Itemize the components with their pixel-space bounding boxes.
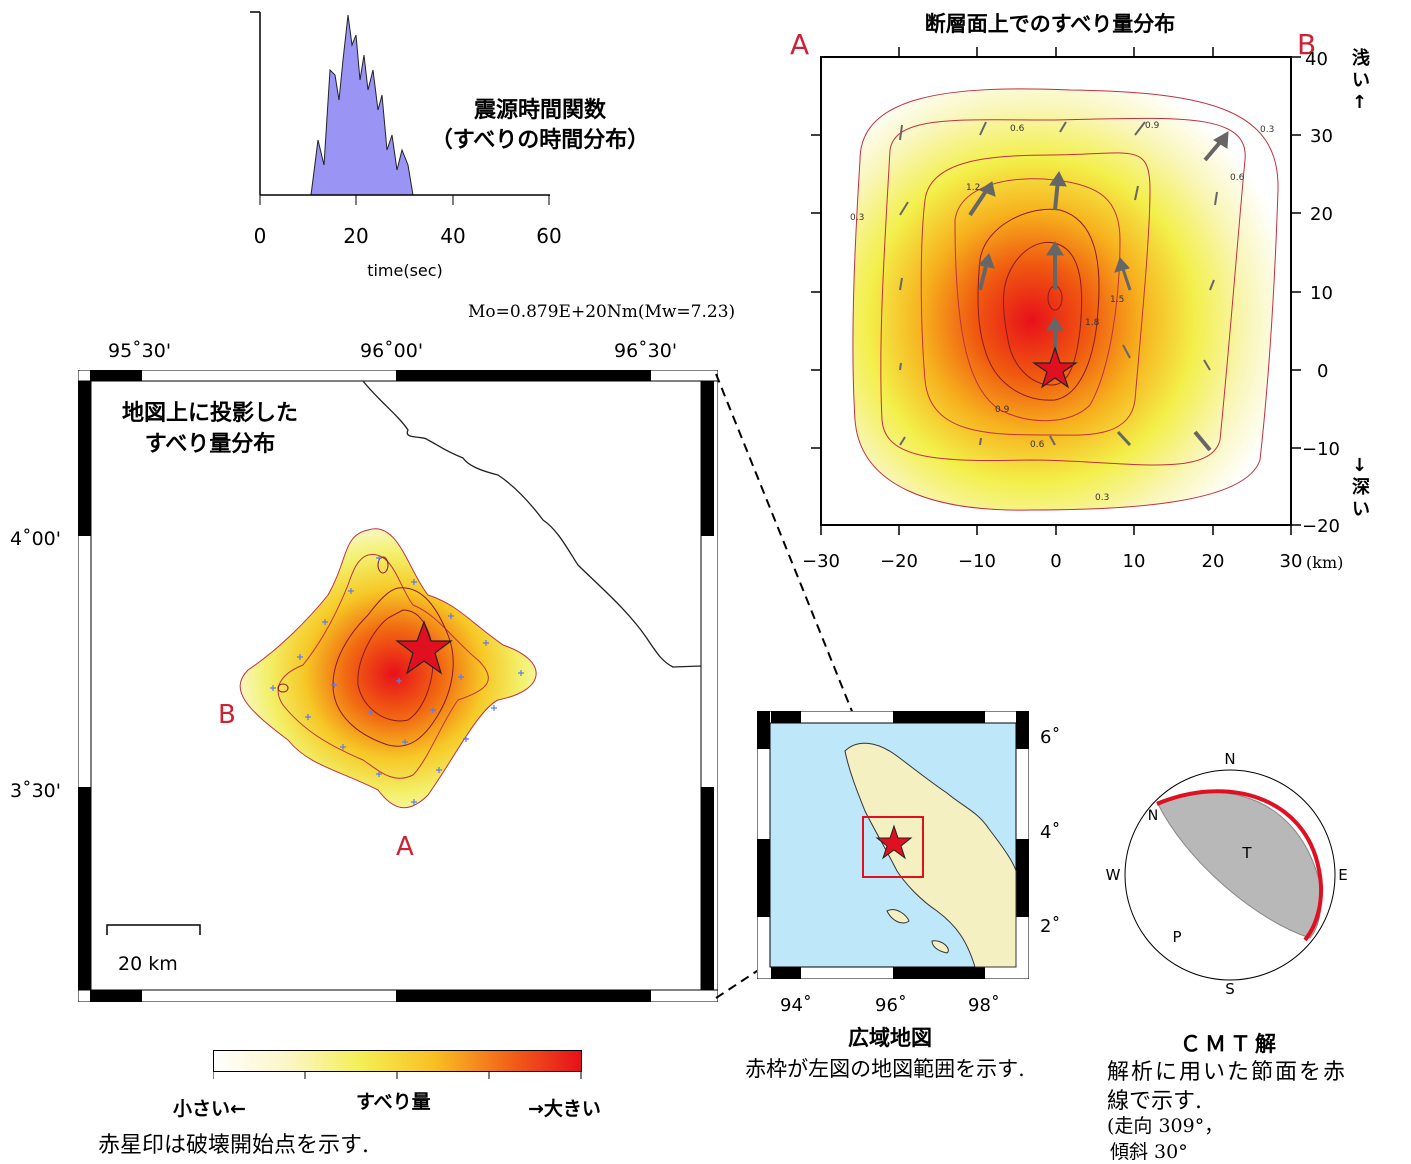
regional-caption: 赤枠が左図の地図範囲を示す. [745,1057,1025,1081]
fault-title: 断層面上でのすべり量分布 [924,12,1176,36]
moment-magnitude: Mo=0.879E+20Nm(Mw=7.23) [468,302,736,322]
fault-ytick: −10 [1302,439,1340,460]
coastline [362,380,702,668]
fault-label-b: B [1297,28,1317,61]
shallow-label: 浅い↑ [1352,48,1370,113]
sumatra-landmass [844,742,1017,968]
cmt-caption-1: 解析に用いた節面を赤 [1107,1060,1348,1085]
regional-map [757,711,1029,979]
map-extent-box [862,816,924,878]
fault-ytick: 30 [1310,126,1333,147]
scale-label: 20 km [118,953,178,975]
contour-label: 0.6 [1030,440,1045,450]
map-title: 地図上に投影した [121,401,298,426]
contour-label: 1.8 [1085,318,1100,328]
fault-ytick: −20 [1302,516,1340,537]
regional-lon-tick: 94˚ [780,995,812,1016]
cmt-t-axis: T [1241,844,1252,862]
stf-xlabel: time(sec) [367,261,443,280]
stf-xtick: 60 [536,224,561,248]
fault-ytick: 40 [1305,49,1328,70]
fault-xtick: 20 [1202,551,1225,572]
cmt-n-pole: N [1148,808,1158,824]
colorbar-large: →大きい [528,1098,601,1120]
stf-xtick: 40 [440,224,465,248]
contour-label: 0.6 [1010,124,1025,134]
map-lon-tick: 96˚30' [614,340,678,362]
slip-vectors [899,121,1229,452]
stf-fill [310,14,414,196]
fault-ytick: 0 [1317,361,1328,382]
fault-xtick: 30 [1280,551,1303,572]
nodal-plane-red [1156,789,1324,942]
cmt-caption-3: (走向 309°， [1107,1115,1224,1137]
fault-plot: 0.6 0.9 1.2 1.5 1.8 0.9 0.6 0.3 0.3 0.6 … [802,47,1340,572]
map-lat-tick: 3˚30' [10,780,61,802]
cmt-north: N [1224,750,1235,768]
cmt-title: ＣＭＴ解 [1180,1032,1280,1056]
cmt-caption-2: 線で示す. [1107,1089,1202,1114]
map-lon-tick: 96˚00' [360,340,424,362]
stf-title: 震源時間関数 [473,98,606,123]
stf-subtitle: （すべりの時間分布） [430,128,650,153]
fault-xtick: −10 [958,551,996,572]
contour-label: 0.6 [1230,173,1245,183]
colorbar-small: 小さい← [173,1098,246,1120]
stf-xtick: 20 [343,224,368,248]
contour-label: 0.3 [1260,125,1274,135]
slip-colorbar [213,1050,582,1072]
contour-label: 0.9 [995,405,1010,415]
cmt-caption-4: 傾斜 30° [1110,1141,1188,1163]
fault-xtick: −30 [802,551,840,572]
regional-lon-tick: 98˚ [968,995,1000,1016]
fault-xtick: −20 [880,551,918,572]
stf-plot: 0 20 40 60 time(sec) [250,11,562,280]
fault-ytick: 10 [1310,283,1333,304]
subfault-markers [270,555,524,805]
regional-title: 広域地図 [848,1026,932,1050]
regional-lon-tick: 96˚ [875,995,907,1016]
star-note: 赤星印は破壊開始点を示す. [98,1133,369,1158]
colorbar-label: すべり量 [356,1091,431,1113]
cmt-east: E [1338,866,1347,884]
epicenter-star-icon [395,620,453,675]
fault-xtick: 10 [1123,551,1146,572]
map-lon-tick: 95˚30' [108,340,172,362]
contour-label: 0.3 [850,213,864,223]
cmt-south: S [1225,980,1235,998]
contour-label: 0.9 [1145,121,1160,131]
cmt-p-axis: P [1172,928,1181,946]
map-label-a: A [396,832,414,862]
fault-label-a: A [790,28,810,61]
contour-label: 0.3 [1095,493,1109,503]
map-label-b: B [218,700,236,730]
km-unit: (km) [1306,553,1344,572]
map-lat-tick: 4˚00' [10,528,61,550]
regional-lat-tick: 4˚ [1040,822,1061,843]
deep-label: ↓深い [1352,455,1370,520]
cmt-west: W [1106,866,1121,884]
hypocenter-star-icon [1032,346,1078,389]
scale-bar [106,924,201,935]
contour-label: 1.5 [1110,295,1124,305]
fault-ytick: 20 [1310,204,1333,225]
regional-lat-tick: 2˚ [1040,916,1061,937]
stf-xtick: 0 [254,224,267,248]
regional-lat-tick: 6˚ [1040,727,1061,748]
map-subtitle: すべり量分布 [144,432,276,457]
regional-star-icon [875,824,913,860]
contour-label: 1.2 [966,183,980,193]
fault-xtick: 0 [1050,551,1061,572]
cmt-beachball: N S E W N T P [1106,750,1348,998]
local-map [78,370,718,1002]
